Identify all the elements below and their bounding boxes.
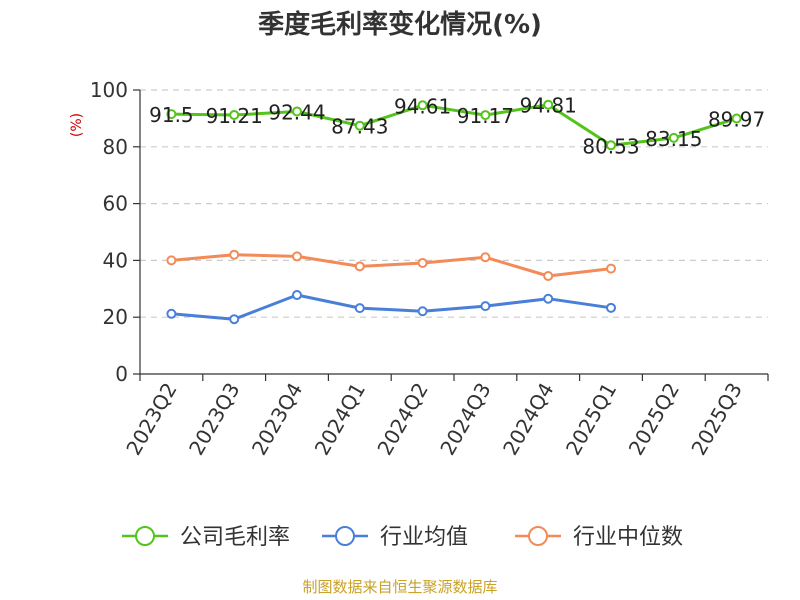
data-point xyxy=(166,308,177,319)
x-tick-label: 2024Q2 xyxy=(372,379,432,460)
y-tick-label: 0 xyxy=(115,362,128,386)
series-group xyxy=(166,99,742,325)
data-point xyxy=(354,261,365,272)
legend-marker xyxy=(135,526,155,546)
legend-label: 行业均值 xyxy=(380,525,468,550)
series-line-0 xyxy=(171,103,738,147)
data-point xyxy=(229,249,240,260)
legend-marker xyxy=(335,526,355,546)
x-tick-label: 2023Q4 xyxy=(247,379,307,460)
legend-label: 行业中位数 xyxy=(573,525,683,550)
data-label: 91.17 xyxy=(457,104,514,128)
chart-title: 季度毛利率变化情况(%) xyxy=(258,9,542,40)
x-tick-label: 2025Q2 xyxy=(624,379,684,460)
data-label: 89.97 xyxy=(708,107,765,131)
data-point xyxy=(229,109,240,120)
data-label: 80.53 xyxy=(582,134,639,158)
data-label: 91.5 xyxy=(149,103,194,127)
y-tick-label: 20 xyxy=(103,305,128,329)
x-tick-label: 2023Q3 xyxy=(184,379,244,460)
data-point xyxy=(166,255,177,266)
data-point xyxy=(606,263,616,274)
data-point xyxy=(229,314,240,325)
data-point xyxy=(292,290,302,301)
x-tick-label: 2025Q1 xyxy=(561,379,621,460)
series-line-2 xyxy=(171,253,612,278)
data-label: 94.81 xyxy=(520,94,577,118)
data-point xyxy=(668,132,679,143)
data-point xyxy=(480,110,491,121)
data-point xyxy=(543,271,554,282)
x-tick-label: 2023Q2 xyxy=(121,379,181,460)
x-tick-label: 2024Q4 xyxy=(498,379,558,460)
data-point xyxy=(731,113,742,124)
source-note: 制图数据来自恒生聚源数据库 xyxy=(302,578,497,596)
data-point xyxy=(292,106,302,117)
y-tick-label: 80 xyxy=(103,135,128,159)
data-point xyxy=(292,251,302,262)
y-unit-label: (%) xyxy=(69,113,85,137)
legend-label: 公司毛利率 xyxy=(180,525,290,550)
data-point xyxy=(606,302,616,313)
data-label: 91.21 xyxy=(206,104,263,128)
x-tick-label: 2024Q3 xyxy=(435,379,495,460)
data-point xyxy=(354,303,365,314)
data-point xyxy=(543,293,554,304)
data-point xyxy=(543,99,554,110)
y-tick-label: 60 xyxy=(103,192,128,216)
data-point xyxy=(417,100,428,111)
y-tick-label: 40 xyxy=(103,248,128,272)
data-point xyxy=(417,306,428,317)
data-point xyxy=(417,257,428,268)
legend-marker xyxy=(528,526,548,546)
series-line-1 xyxy=(171,293,612,321)
data-label: 87.43 xyxy=(331,115,388,139)
y-tick-label: 100 xyxy=(90,78,128,102)
data-point xyxy=(480,301,491,312)
data-label: 94.61 xyxy=(394,94,451,118)
data-point xyxy=(166,109,177,120)
data-label: 83.15 xyxy=(645,127,702,151)
x-tick-label: 2024Q1 xyxy=(310,379,370,460)
data-point xyxy=(354,120,365,131)
x-tick-label: 2025Q3 xyxy=(686,379,746,460)
legend: 公司毛利率 行业均值 行业中位数 xyxy=(122,525,683,550)
data-point xyxy=(480,252,491,263)
data-label: 92.44 xyxy=(268,100,325,124)
data-point xyxy=(606,140,616,151)
